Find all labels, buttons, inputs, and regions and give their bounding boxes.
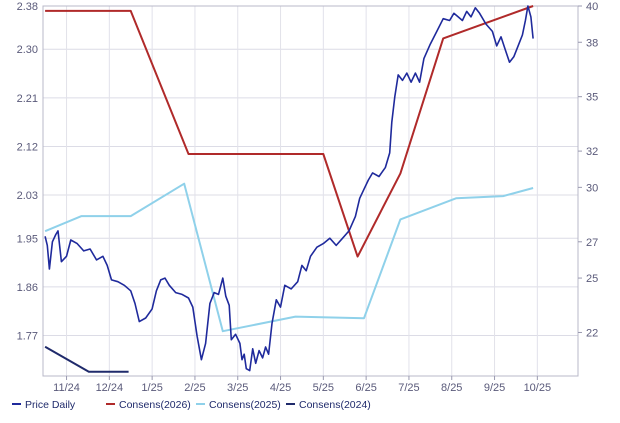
x-tick-label: 12/24 xyxy=(96,382,124,394)
x-tick-label: 1/25 xyxy=(141,382,162,394)
left-tick-label: 2.12 xyxy=(17,141,38,153)
left-tick-label: 1.95 xyxy=(17,233,38,245)
x-tick-label: 10/25 xyxy=(524,382,552,394)
right-tick-label: 35 xyxy=(586,92,598,104)
left-tick-label: 1.77 xyxy=(17,330,38,342)
legend-label: Consens(2024) xyxy=(299,399,371,411)
right-tick-label: 25 xyxy=(586,273,598,285)
right-tick-label: 38 xyxy=(586,37,598,49)
x-tick-label: 7/25 xyxy=(398,382,419,394)
left-tick-label: 2.21 xyxy=(17,93,38,105)
x-tick-label: 8/25 xyxy=(441,382,462,394)
series-line-consens-2026 xyxy=(45,5,534,258)
right-axis: 40 38 35 32 30 27 25 22 xyxy=(578,1,598,339)
series-line-consens-2024 xyxy=(44,345,129,373)
left-axis: 2.38 2.30 2.21 2.12 2.03 1.95 1.86 1.77 xyxy=(17,1,38,342)
right-tick-label: 32 xyxy=(586,146,598,158)
right-tick-label: 22 xyxy=(586,327,598,339)
grid xyxy=(43,5,578,376)
right-tick-label: 27 xyxy=(586,237,598,249)
left-tick-label: 1.86 xyxy=(17,282,38,294)
right-tick-label: 40 xyxy=(586,1,598,13)
x-tick-label: 3/25 xyxy=(227,382,248,394)
x-tick-label: 2/25 xyxy=(184,382,205,394)
right-tick-label: 30 xyxy=(586,182,598,194)
legend-label: Price Daily xyxy=(25,399,76,411)
left-tick-label: 2.30 xyxy=(17,44,38,56)
left-tick-label: 2.03 xyxy=(17,190,38,202)
legend-label: Consens(2025) xyxy=(209,399,281,411)
x-tick-label: 5/25 xyxy=(313,382,334,394)
x-axis: 11/24 12/24 1/25 2/25 3/25 4/25 5/25 6/25 7/25 8/… xyxy=(53,376,551,394)
legend-label: Consens(2026) xyxy=(119,399,191,411)
x-tick-label: 6/25 xyxy=(355,382,376,394)
x-tick-label: 9/25 xyxy=(484,382,505,394)
legend: Price Daily Consens(2026) Consens(2025) Con… xyxy=(12,399,371,411)
plot-frame xyxy=(42,5,579,377)
x-tick-label: 11/24 xyxy=(53,382,80,394)
series-layer xyxy=(44,5,534,373)
x-tick-label: 4/25 xyxy=(270,382,291,394)
left-tick-label: 2.38 xyxy=(17,1,38,13)
series-line-consens-2025 xyxy=(44,182,534,333)
series-line-price-daily xyxy=(44,5,534,372)
